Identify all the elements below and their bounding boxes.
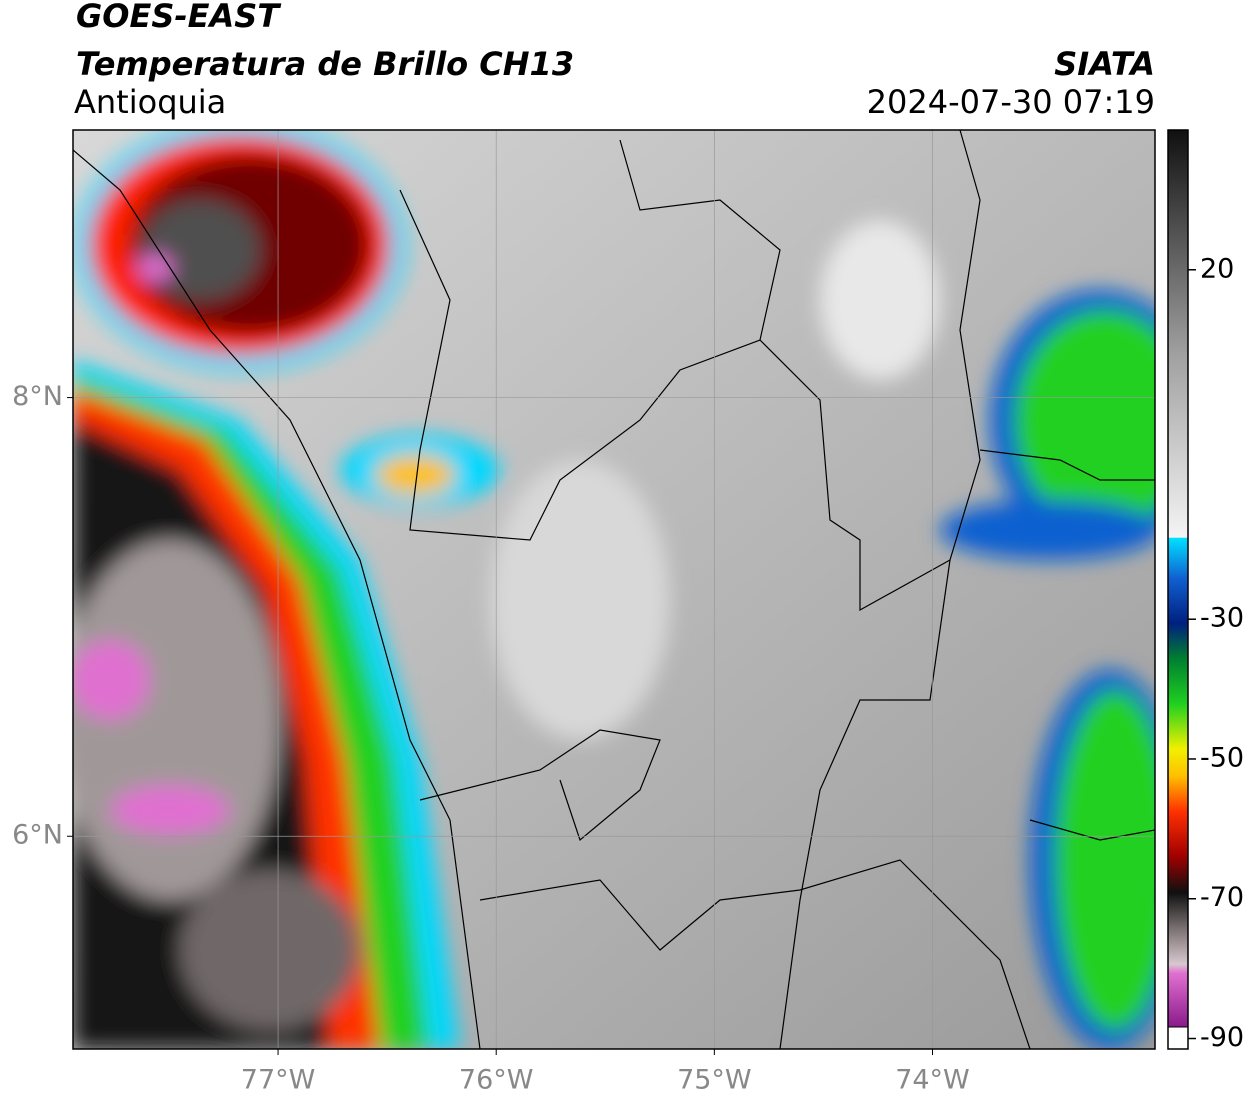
subtitle: Temperatura de Brillo CH13 [76,45,574,83]
colorbar-tick-label: 20 [1200,253,1234,284]
colorbar-tick-label: -90 [1200,1022,1244,1053]
colorbar-tick-label: -70 [1200,882,1244,913]
satellite-image [73,130,1155,1049]
source: SIATA [1054,45,1155,83]
colorbar-frame [1167,129,1189,1050]
y-tick-label: 6°N [12,820,63,851]
y-tick-label: 8°N [12,381,63,412]
title: GOES-EAST [76,0,281,35]
colorbar-tick-label: -30 [1200,603,1244,634]
colorbar-tick-label: -50 [1200,742,1244,773]
x-tick-label: 74°W [895,1065,970,1096]
x-tick-label: 76°W [459,1065,534,1096]
colorbar [1168,130,1188,1027]
x-tick-label: 75°W [677,1065,752,1096]
x-tick-label: 77°W [241,1065,316,1096]
region: Antioquia [74,83,226,121]
colorbar-under [1167,1026,1189,1050]
map-frame [72,129,1156,1050]
datetime: 2024-07-30 07:19 [867,83,1155,121]
